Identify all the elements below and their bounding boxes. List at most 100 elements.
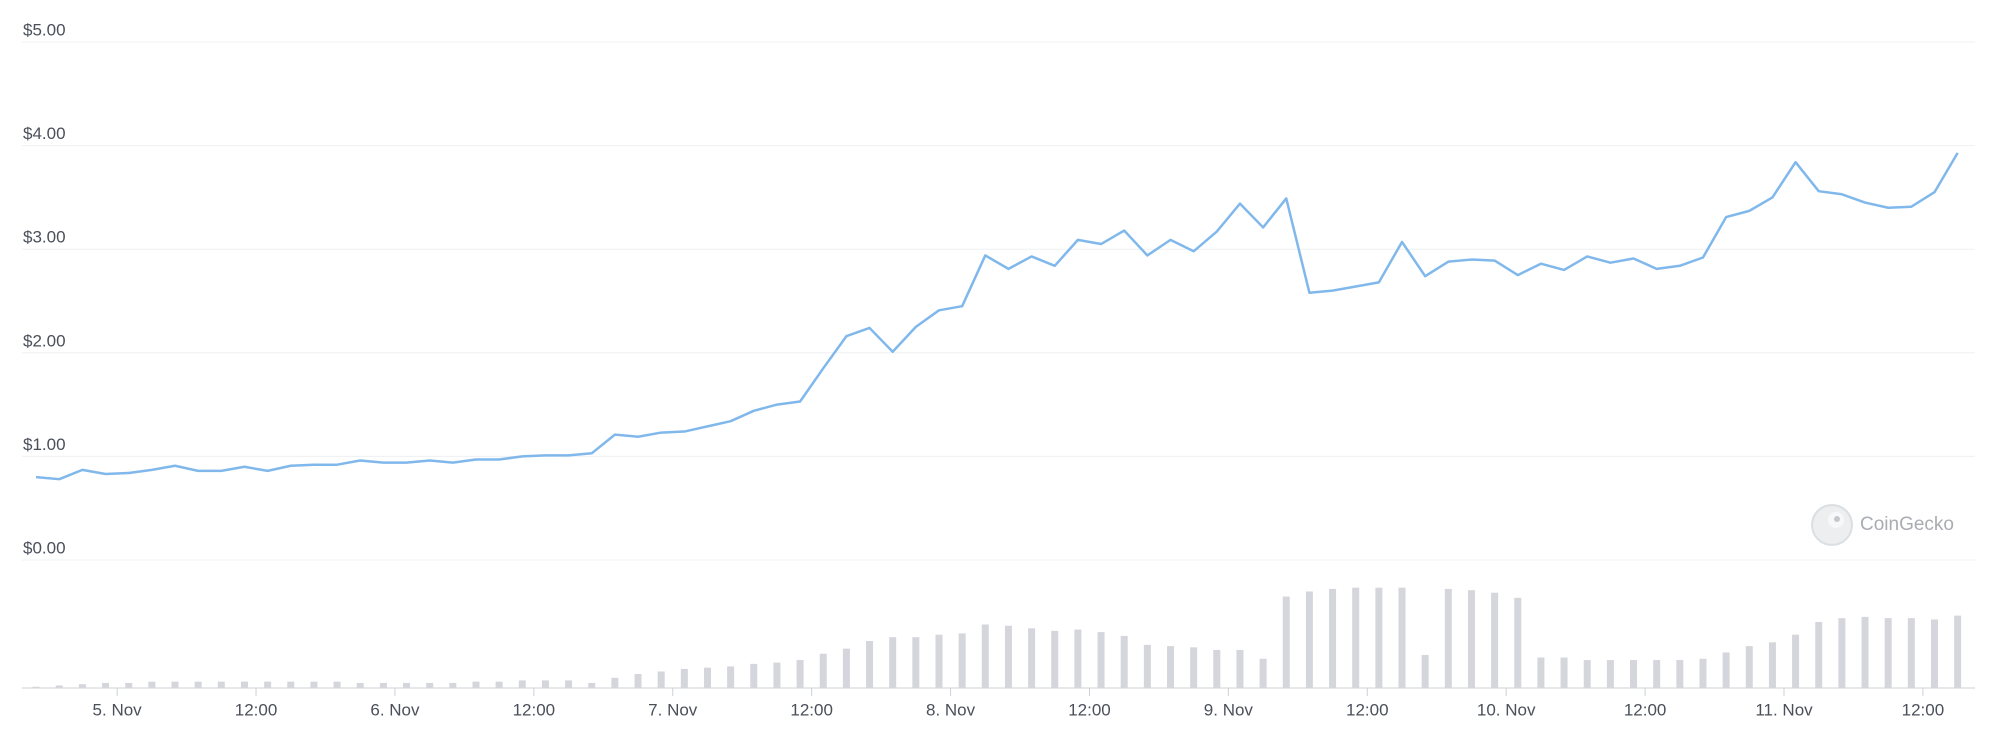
volume-bar: [310, 681, 318, 688]
volume-bar: [32, 686, 40, 688]
volume-bar: [657, 671, 665, 688]
volume-bar: [842, 648, 850, 688]
volume-bar: [750, 663, 758, 688]
volume-bar: [1884, 618, 1892, 688]
x-tick-label: 12:00: [235, 700, 278, 719]
volume-bar: [78, 684, 86, 688]
volume-bar: [240, 681, 248, 688]
volume-bar: [634, 674, 642, 688]
volume-bar: [472, 681, 480, 688]
volume-bar: [1028, 628, 1036, 688]
volume-bar: [194, 681, 202, 688]
x-tick-label: 12:00: [1902, 700, 1945, 719]
volume-bar: [1745, 646, 1753, 688]
volume-bar: [1074, 629, 1082, 688]
volume-bar: [495, 681, 503, 688]
volume-bar: [1282, 596, 1290, 688]
x-tick-label: 5. Nov: [93, 700, 143, 719]
volume-bar: [1097, 632, 1105, 688]
volume-bar: [1583, 660, 1591, 688]
volume-bar: [588, 682, 596, 688]
volume-bar: [727, 666, 735, 688]
volume-bar: [1236, 649, 1244, 688]
volume-bar: [1444, 588, 1452, 688]
volume-bar: [889, 637, 897, 688]
volume-bar: [981, 624, 989, 688]
volume-bar: [1352, 587, 1360, 688]
y-tick-label: $0.00: [23, 538, 66, 557]
volume-bar: [1004, 625, 1012, 688]
volume-bar: [1051, 630, 1059, 688]
volume-bar: [1305, 591, 1313, 688]
x-tick-label: 12:00: [513, 700, 556, 719]
volume-bar: [703, 667, 711, 688]
volume-bar: [1792, 634, 1800, 688]
volume-bar: [1699, 658, 1707, 688]
volume-bar: [1838, 618, 1846, 688]
volume-bar: [1190, 647, 1198, 688]
volume-bar: [1213, 649, 1221, 688]
volume-bar: [125, 682, 133, 688]
volume-bar: [518, 680, 526, 688]
y-tick-label: $2.00: [23, 331, 66, 350]
volume-bar: [796, 660, 804, 688]
x-tick-label: 12:00: [1346, 700, 1389, 719]
volume-bar: [1861, 616, 1869, 688]
volume-bar: [1537, 657, 1545, 688]
volume-bar: [680, 668, 688, 688]
x-tick-label: 12:00: [1068, 700, 1111, 719]
volume-bar: [565, 680, 573, 688]
volume-bar: [1907, 618, 1915, 688]
volume-bar: [102, 682, 110, 688]
x-tick-label: 9. Nov: [1204, 700, 1254, 719]
y-tick-label: $5.00: [23, 20, 66, 39]
volume-bar: [1630, 660, 1638, 688]
volume-bar: [1143, 644, 1151, 688]
volume-bar: [773, 662, 781, 688]
x-tick-label: 7. Nov: [648, 700, 698, 719]
volume-bar: [958, 633, 966, 688]
volume-bar: [1491, 592, 1499, 688]
volume-bar: [1421, 654, 1429, 688]
watermark: CoinGecko: [1860, 514, 1954, 535]
volume-bar: [1606, 660, 1614, 688]
volume-bar: [1514, 597, 1522, 688]
volume-bar: [1467, 590, 1475, 688]
volume-bar: [935, 634, 943, 688]
volume-bar: [426, 682, 434, 688]
volume-bar: [1167, 646, 1175, 688]
x-tick-label: 10. Nov: [1477, 700, 1536, 719]
volume-bar: [171, 681, 179, 688]
x-tick-label: 12:00: [1624, 700, 1667, 719]
plot: $0.00 $1.00 $2.00 $3.00 $4.00 $5.00 5. Nov 12:0…: [22, 20, 1975, 719]
volume-bar: [1120, 635, 1128, 688]
volume-bar: [866, 641, 874, 688]
volume-bar: [1676, 660, 1684, 688]
volume-bar: [541, 680, 549, 688]
volume-bar: [379, 682, 387, 688]
volume-bar: [1768, 642, 1776, 688]
y-tick-label: $3.00: [23, 228, 66, 247]
volume-bar: [1653, 660, 1661, 688]
volume-bar: [356, 682, 364, 688]
volume-bar: [148, 681, 156, 688]
x-tick-label: 6. Nov: [370, 700, 420, 719]
volume-bar: [217, 681, 225, 688]
volume-bar: [819, 653, 827, 688]
y-tick-label: $1.00: [23, 435, 66, 454]
volume-bar: [287, 681, 295, 688]
volume-bar: [1560, 657, 1568, 688]
volume-bar: [1259, 658, 1267, 688]
volume-bar: [1398, 587, 1406, 688]
volume-bar: [55, 685, 63, 688]
volume-bar: [403, 682, 411, 688]
volume-bar: [264, 681, 272, 688]
volume-bar: [1815, 621, 1823, 688]
y-tick-label: $4.00: [23, 124, 66, 143]
volume-bar: [1329, 588, 1337, 688]
x-tick-label: 12:00: [790, 700, 833, 719]
volume-bar: [1954, 615, 1962, 688]
price-line: [35, 152, 1959, 481]
